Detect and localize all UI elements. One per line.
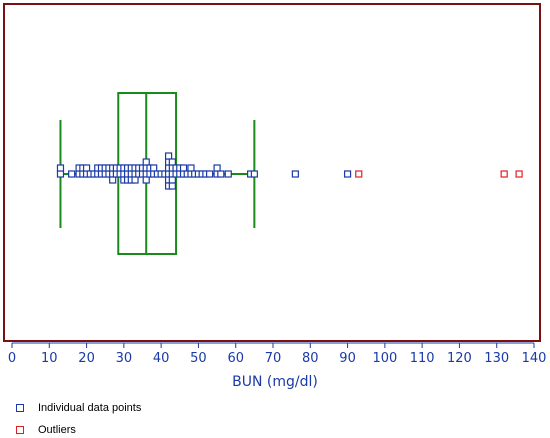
x-tick-label: 80	[302, 351, 319, 366]
data-point	[142, 158, 150, 166]
data-point	[224, 170, 232, 178]
point-marker-icon	[16, 404, 24, 412]
x-tick-label: 10	[41, 351, 58, 366]
plot-frame	[3, 3, 541, 342]
outlier-point	[500, 170, 508, 178]
x-tick-label: 70	[265, 351, 282, 366]
data-point	[179, 164, 188, 172]
x-axis: 0 10 20 30 40 50 60 70 80 90 100 110 120 130 140	[8, 342, 547, 366]
data-point	[168, 182, 176, 190]
data-point	[206, 170, 214, 178]
x-tick-label: 110	[410, 351, 435, 366]
data-point	[56, 170, 65, 178]
x-axis-title: BUN (mg/dl)	[232, 374, 318, 390]
data-point	[213, 164, 221, 172]
data-point	[250, 170, 258, 178]
x-tick-label: 140	[522, 351, 547, 366]
x-tick-label: 0	[8, 351, 16, 366]
data-point	[187, 164, 195, 172]
legend-item-outliers: Outliers	[16, 424, 76, 436]
data-point	[109, 176, 117, 184]
data-point	[291, 170, 299, 178]
data-point	[82, 164, 91, 172]
outlier-point	[515, 170, 523, 178]
x-tick-label: 40	[153, 351, 170, 366]
outlier-marker-icon	[16, 426, 24, 434]
data-point	[343, 170, 352, 178]
legend-label-outliers: Outliers	[38, 424, 76, 436]
data-point	[68, 170, 76, 178]
x-tick-label: 60	[227, 351, 244, 366]
data-point	[150, 164, 158, 172]
data-point	[165, 152, 173, 160]
legend-label-points: Individual data points	[38, 402, 142, 414]
legend-item-points: Individual data points	[16, 402, 141, 414]
data-point	[142, 176, 150, 184]
x-tick-label: 130	[484, 351, 509, 366]
x-tick-label: 50	[190, 351, 207, 366]
data-point	[131, 176, 139, 184]
x-tick-label: 20	[78, 351, 95, 366]
x-tick-label: 90	[339, 351, 356, 366]
data-point	[217, 170, 225, 178]
data-points	[56, 152, 523, 190]
data-point	[168, 158, 176, 166]
x-tick-label: 100	[372, 351, 397, 366]
data-point	[56, 164, 65, 172]
data-point	[168, 176, 176, 184]
x-tick-label: 30	[116, 351, 133, 366]
x-tick-label: 120	[447, 351, 472, 366]
outlier-point	[355, 170, 363, 178]
